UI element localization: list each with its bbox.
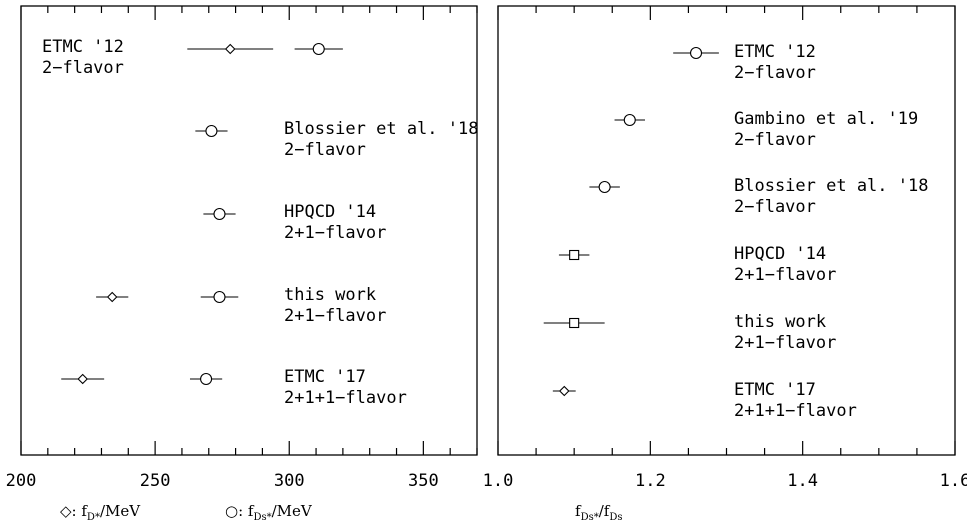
left-tick-label: 250 (140, 471, 171, 491)
left-row-label-flavor: 2−flavor (284, 140, 366, 160)
right-circle-marker (623, 113, 636, 127)
right-row-label-flavor: 2+1+1−flavor (734, 401, 857, 421)
left-axis-legend-diamond: ◇: fD*/MeV (60, 502, 141, 523)
right-row-label-flavor: 2−flavor (734, 130, 816, 150)
right-x-axis-label: fDs*/fDs (575, 502, 622, 523)
left-diamond-marker (224, 43, 236, 55)
left-circle-marker (205, 124, 218, 138)
right-tick-label: 1.4 (787, 471, 818, 491)
right-square-marker (569, 317, 580, 329)
left-tick-label: 200 (6, 471, 37, 491)
right-tick-label: 1.6 (940, 471, 967, 491)
left-row-label-flavor: 2−flavor (42, 58, 124, 78)
left-tick-label: 300 (274, 471, 305, 491)
right-x-axis-ticks: 1.0 1.2 1.4 1.6 (483, 6, 967, 491)
left-row-label-title: HPQCD '14 (284, 202, 376, 222)
right-square-marker (569, 249, 580, 261)
left-tick-label: 350 (408, 471, 439, 491)
right-row-label-flavor: 2+1−flavor (734, 265, 836, 285)
left-axis-legend-circle: ○: fDs*/MeV (225, 502, 313, 523)
left-row-label-flavor: 2+1−flavor (284, 306, 386, 326)
left-row-label-title: this work (284, 285, 376, 305)
left-row-label-title: ETMC '12 (42, 37, 124, 57)
right-row-label-title: this work (734, 312, 826, 332)
right-tick-label: 1.2 (635, 471, 666, 491)
right-row-label-title: ETMC '17 (734, 380, 816, 400)
left-diamond-marker (106, 291, 118, 303)
left-circle-marker (312, 42, 325, 56)
right-row-label-flavor: 2+1−flavor (734, 333, 836, 353)
left-row-label-title: Blossier et al. '18 (284, 119, 478, 139)
right-plot-frame (497, 5, 956, 456)
right-row-label-flavor: 2−flavor (734, 197, 816, 217)
left-x-axis-ticks: 200 250 300 350 (6, 6, 478, 491)
right-row-label-title: ETMC '12 (734, 42, 816, 62)
right-row-label-title: HPQCD '14 (734, 244, 826, 264)
right-circle-marker (689, 46, 703, 60)
left-row-label-flavor: 2+1−flavor (284, 223, 386, 243)
right-tick-label: 1.0 (483, 471, 514, 491)
left-circle-marker (213, 290, 226, 304)
right-data-marks (543, 46, 719, 397)
right-circle-marker (598, 180, 611, 194)
left-data-marks (61, 42, 343, 386)
right-diamond-marker (558, 385, 570, 397)
left-plot-frame (20, 5, 478, 456)
axis-titles: ◇: fD*/MeV ○: fDs*/MeV fDs*/fDs (60, 502, 622, 523)
left-row-label-title: ETMC '17 (284, 367, 366, 387)
left-row-label-flavor: 2+1+1−flavor (284, 388, 407, 408)
left-circle-marker (213, 207, 226, 221)
left-diamond-marker (77, 373, 88, 385)
right-row-label-flavor: 2−flavor (734, 63, 816, 83)
right-row-label-title: Gambino et al. '19 (734, 109, 918, 129)
left-circle-marker (200, 372, 213, 386)
right-row-label-title: Blossier et al. '18 (734, 176, 928, 196)
